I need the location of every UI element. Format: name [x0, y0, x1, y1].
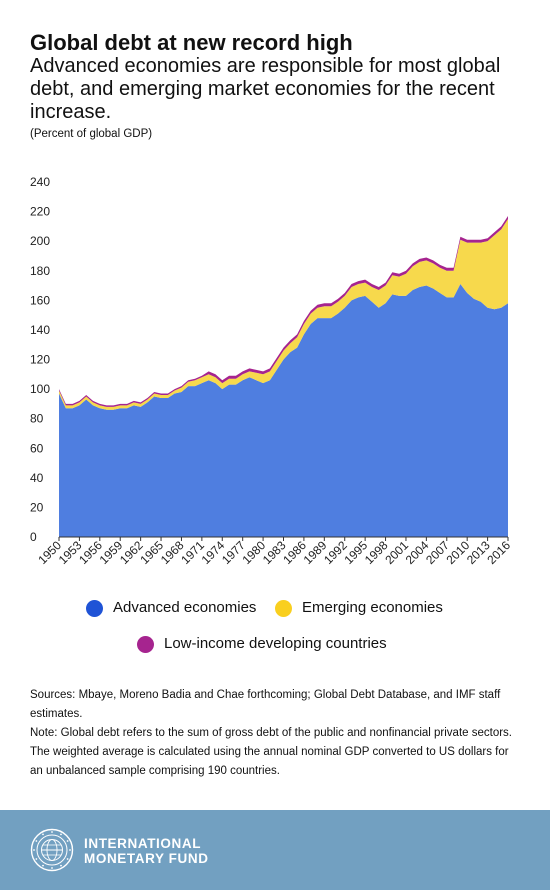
- legend-swatch-advanced: [86, 599, 103, 617]
- legend-swatch-emerging: [275, 599, 292, 617]
- unit-label: (Percent of global GDP): [30, 128, 153, 140]
- y-tick-label: 220: [30, 205, 50, 219]
- note-text: Note: Global debt refers to the sum of g…: [30, 727, 512, 777]
- notes: Sources: Mbaye, Moreno Badia and Chae fo…: [30, 686, 524, 781]
- legend-swatch-lowincome: [137, 635, 154, 653]
- y-tick-label: 20: [30, 500, 44, 514]
- y-tick-label: 180: [30, 264, 50, 278]
- y-tick-label: 0: [30, 530, 37, 544]
- y-tick-label: 140: [30, 323, 50, 337]
- legend-label-lowincome: Low-income developing countries: [164, 635, 387, 652]
- imf-name-line2: MONETARY FUND: [84, 851, 209, 866]
- chart-areas: [59, 216, 508, 537]
- y-tick-label: 100: [30, 382, 50, 396]
- y-tick-label: 160: [30, 293, 50, 307]
- y-tick-label: 120: [30, 353, 50, 367]
- legend-label-advanced: Advanced economies: [113, 599, 257, 616]
- sources-text: Sources: Mbaye, Moreno Badia and Chae fo…: [30, 689, 501, 720]
- legend-item-emerging: Emerging economies: [275, 599, 443, 617]
- y-tick-label: 80: [30, 412, 44, 426]
- y-tick-label: 240: [30, 175, 50, 189]
- y-tick-label: 200: [30, 234, 50, 248]
- imf-seal-icon: [30, 828, 74, 872]
- chart-subtitle: Advanced economies are responsible for m…: [30, 55, 501, 123]
- y-tick-label: 60: [30, 441, 44, 455]
- imf-name-line1: INTERNATIONAL: [84, 836, 202, 851]
- legend-label-emerging: Emerging economies: [302, 599, 443, 616]
- legend-item-advanced: Advanced economies: [86, 599, 256, 617]
- x-tick-label: 2016: [484, 538, 513, 567]
- imf-name: INTERNATIONAL MONETARY FUND: [84, 836, 209, 866]
- area-series-advanced: [59, 284, 508, 537]
- chart-title: Global debt at new record high: [30, 30, 353, 55]
- footer-bar: INTERNATIONAL MONETARY FUND: [0, 810, 550, 890]
- legend-item-lowincome: Low-income developing countries: [137, 635, 387, 653]
- y-tick-label: 40: [30, 471, 44, 485]
- area-chart: 0 20 40 60 80 100 120 140 160 180 200 220 240 195019…: [30, 175, 513, 567]
- x-axis: 1950195319561959196219651968197119741977…: [35, 537, 513, 567]
- y-axis: 0 20 40 60 80 100 120 140 160 180 200 220 240: [30, 175, 50, 544]
